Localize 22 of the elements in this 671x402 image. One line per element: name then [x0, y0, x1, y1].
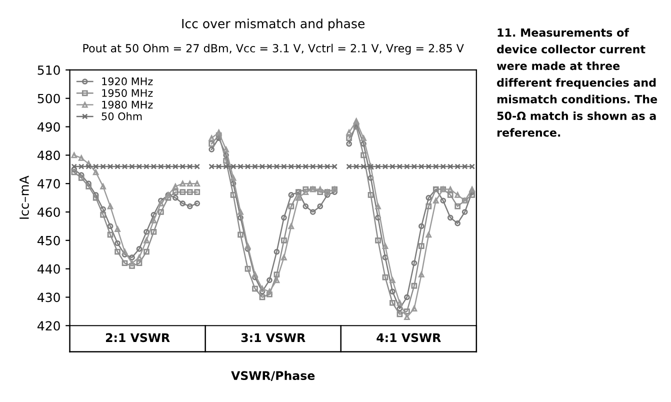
- y-tick-label: 510: [38, 65, 60, 75]
- y-axis-title: Icc–mA: [20, 176, 29, 219]
- legend-label: 50 Ohm: [102, 112, 142, 120]
- y-tick-label: 490: [38, 122, 60, 132]
- y-tick-label: 480: [38, 150, 60, 160]
- text: 4:1 VSWR: [376, 333, 441, 342]
- legend-label: 1950 MHz: [102, 89, 153, 97]
- y-tick-label: 470: [38, 179, 60, 189]
- x-axis-title: VSWR/Phase: [231, 370, 315, 381]
- y-tick-label: 460: [38, 207, 60, 217]
- text: 11. Measurements of device collector current were made at three different frequencies and mismatch conditions. The 50-Ω match is shown as a reference.: [496, 28, 658, 137]
- y-tick-label: 450: [38, 236, 60, 246]
- legend-label: 1920 MHz: [102, 77, 153, 86]
- y-tick-label: 440: [38, 264, 60, 274]
- chart-subtitle: Pout at 50 Ohm = 27 dBm, Vcc = 3.1 V, Vctrl = 2.1 V, Vreg = 2.85 V: [83, 44, 464, 55]
- chart-title: Icc over mismatch and phase: [182, 18, 364, 31]
- y-tick-label: 420: [38, 321, 60, 331]
- text: 2:1 VSWR: [106, 333, 170, 342]
- legend-label: 1980 MHz: [102, 100, 153, 109]
- y-tick-label: 500: [38, 94, 60, 104]
- y-tick-label: 430: [38, 292, 60, 302]
- text: 3:1 VSWR: [241, 333, 306, 342]
